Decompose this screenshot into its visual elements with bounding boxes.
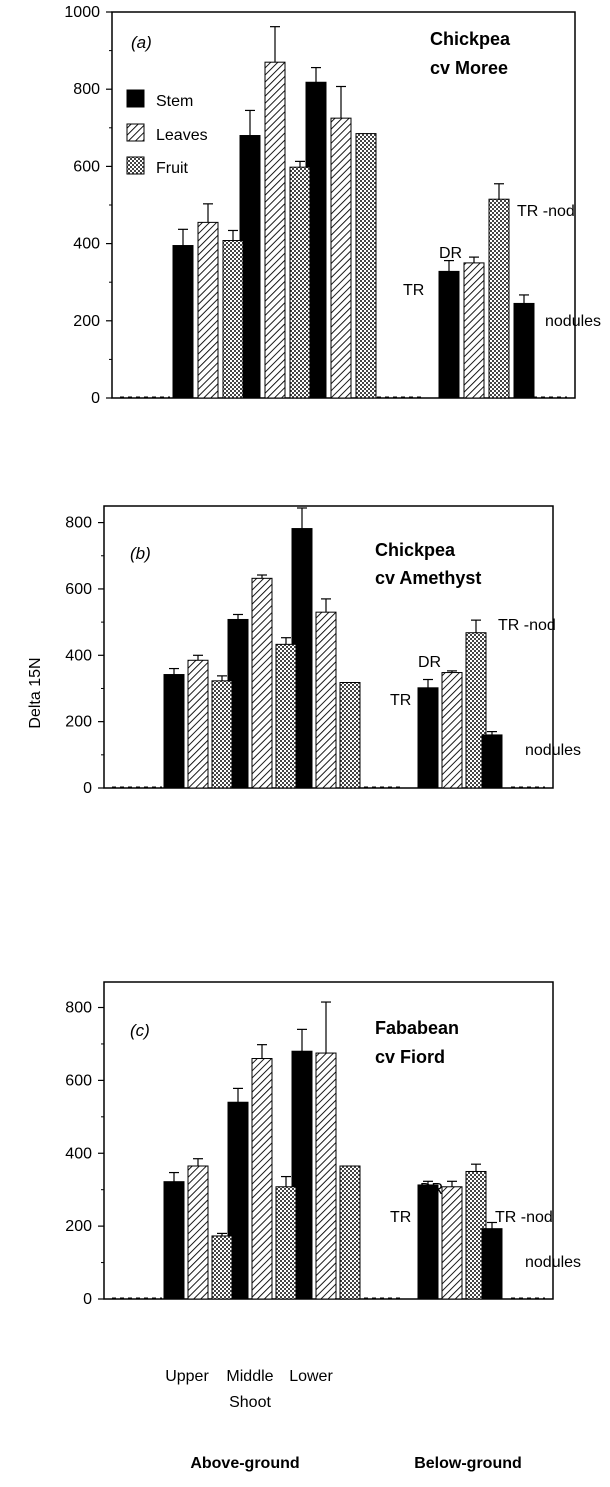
legend-swatch-leaves [126,123,145,142]
bar-leaves-upper [187,659,209,789]
y-tick-label: 0 [83,1291,92,1308]
root-label: DR [439,245,462,262]
bar-leaves-lower [330,117,352,399]
y-tick-label: 800 [73,81,100,98]
panel-title-line1: Chickpea [430,29,511,49]
x-label-shoot: Shoot [229,1394,271,1411]
y-tick-label: 600 [65,581,92,598]
bar-stem-upper [172,245,194,399]
root-label: nodules [545,313,601,330]
bar-leaves-lower [315,611,337,789]
root-label: TR [390,1209,411,1226]
bar-fruit-lower [355,133,377,399]
bar-leaves-middle [251,577,273,789]
bar-leaves-upper [187,1165,209,1300]
panel-title-line1: Fababean [375,1018,459,1038]
root-label: nodules [525,742,581,759]
x-label-middle: Middle [226,1368,273,1385]
bar-root-dr [441,1186,463,1300]
y-tick-label: 600 [65,1072,92,1089]
bar-root-tr-nod [488,198,510,399]
bar-root-dr [463,262,485,399]
bar-fruit-middle [275,1186,297,1300]
bar-fruit-middle [289,166,311,399]
panel-label: (c) [130,1021,150,1040]
bar-fruit-upper [211,680,233,789]
bar-root-nodules [481,1228,503,1300]
bar-fruit-upper [222,240,244,399]
y-tick-label: 800 [65,515,92,532]
panel-a: 0 200 400 600 800 1000 TR DR TR -nod nodules (a) Ch… [64,4,601,407]
root-label: TR -nod [517,203,575,220]
legend-label-fruit: Fruit [156,160,189,177]
bar-root-tr [417,1184,439,1300]
bar-root-nodules [513,302,535,399]
bar-fruit-lower [339,681,361,789]
y-tick-label: 0 [83,780,92,797]
y-tick-label: 600 [73,158,100,175]
y-tick-label: 400 [73,236,100,253]
panel-title-line2: cv Moree [430,58,508,78]
bar-leaves-middle [264,61,286,399]
legend-label-leaves: Leaves [156,127,208,144]
y-tick-label: 400 [65,1145,92,1162]
bar-fruit-upper [211,1235,233,1300]
panel-title-line2: cv Fiord [375,1047,445,1067]
root-label: nodules [525,1254,581,1271]
bar-fruit-lower [339,1165,361,1300]
footer-below-ground: Below-ground [414,1455,522,1472]
bar-root-nodules [481,734,503,789]
panel-title-line1: Chickpea [375,540,456,560]
y-tick-label: 200 [73,313,100,330]
panel-b: 0 200 400 600 800 TR DR TR -nod nodules (b) Chickp… [65,505,581,797]
bar-stem-upper [163,674,185,789]
y-tick-label: 400 [65,647,92,664]
y-tick-label: 0 [91,390,100,407]
root-label: TR -nod [498,617,556,634]
legend: Stem Leaves Fruit [126,89,208,177]
bar-leaves-upper [197,221,219,399]
y-tick-label: 200 [65,714,92,731]
bar-root-tr [417,687,439,789]
panel-label: (b) [130,544,151,563]
bar-root-tr [438,270,460,399]
y-axis-label: Delta 15N [27,657,44,728]
bar-leaves-lower [315,1052,337,1300]
legend-swatch-stem [126,89,145,108]
panel-title-line2: cv Amethyst [375,568,481,588]
legend-label-stem: Stem [156,93,193,110]
legend-swatch-fruit [126,156,145,175]
root-label: TR -nod [495,1209,553,1226]
x-label-upper: Upper [165,1368,209,1385]
bar-fruit-middle [275,643,297,789]
bar-leaves-middle [251,1058,273,1300]
y-tick-label: 800 [65,1000,92,1017]
panel-c: 0 200 400 600 800 TR DR TR -nod nodules (c) Fababe… [65,981,581,1308]
panel-label: (a) [131,33,152,52]
footer-above-ground: Above-ground [190,1455,299,1472]
x-label-lower: Lower [289,1368,333,1385]
y-tick-label: 1000 [64,4,100,21]
root-label: DR [420,1181,443,1198]
bar-stem-upper [163,1181,185,1300]
y-tick-label: 200 [65,1218,92,1235]
root-label: TR [390,692,411,709]
root-label: DR [418,654,441,671]
root-label: TR [403,282,424,299]
bar-root-dr [441,672,463,789]
